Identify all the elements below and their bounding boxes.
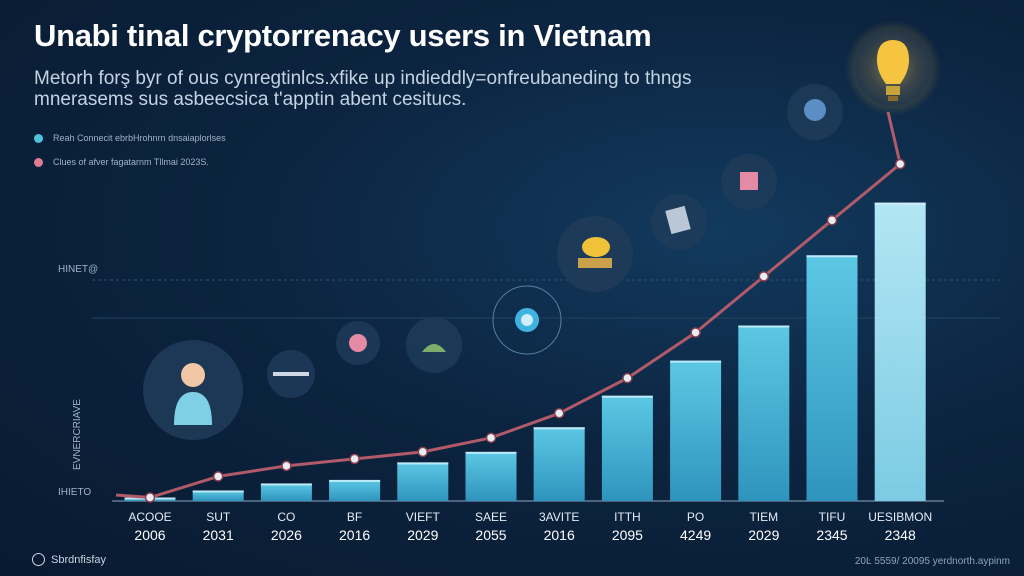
legend-swatch [34, 133, 43, 143]
brand-icon [32, 553, 45, 566]
bar [601, 395, 653, 501]
x-tick-label: PO [687, 510, 704, 524]
bar-cap [260, 483, 312, 486]
x-tick-label: 3AVITE [539, 510, 579, 524]
user-avatar-icon [143, 340, 243, 440]
gold-coins-icon [557, 216, 633, 292]
bar-cap [670, 360, 722, 363]
bar-cap [601, 395, 653, 398]
trend-marker [758, 271, 770, 282]
legend-swatch [34, 157, 43, 167]
bar-cap [397, 462, 449, 465]
chart-title: Unabi tinal cryptorrenacy users in Vietn… [34, 18, 652, 53]
x-tick-year: 2029 [407, 527, 438, 543]
source-note: 20Ŀ 5559/ 20095 yerdnorth.aypinm [854, 556, 1010, 567]
x-tick-label: VIEFT [406, 510, 441, 524]
x-tick-year: 2031 [203, 527, 234, 543]
x-tick-year: 2006 [134, 527, 165, 543]
bar [670, 360, 722, 501]
trend-marker [349, 453, 360, 465]
crowd-icon [267, 350, 315, 398]
bar-cap [329, 479, 381, 482]
legend: Reah Connecit ebrbHrohnrn dnsaiaplorlses… [34, 126, 226, 174]
x-tick-label: UESIBMON [868, 510, 932, 524]
bar [806, 255, 858, 501]
x-tick-year: 2345 [816, 527, 847, 543]
trend-marker [690, 327, 701, 338]
bar-cap [874, 202, 926, 205]
bar-cap [192, 490, 244, 493]
x-tick-label: SUT [206, 510, 231, 524]
y-mark-bottom: IHIETO [58, 487, 91, 498]
island-icon [406, 317, 462, 373]
trend-marker [212, 471, 224, 482]
brand-logo: Sbrdnfisfay [32, 553, 106, 566]
trend-marker [894, 158, 906, 170]
trend-marker [826, 214, 838, 226]
x-tick-label: ACOOE [128, 510, 171, 524]
bar-cap [738, 325, 790, 328]
coin-icon [336, 321, 380, 365]
x-tick-year: 2348 [885, 527, 916, 543]
brand-name: Sbrdnfisfay [51, 553, 107, 566]
trend-marker [553, 408, 565, 419]
bar [738, 325, 790, 501]
trend-marker [485, 432, 497, 444]
trend-marker [144, 492, 156, 503]
trend-marker [281, 460, 292, 472]
bar-cap [465, 451, 517, 454]
x-tick-year: 2026 [271, 527, 302, 543]
x-tick-year: 2095 [612, 527, 643, 543]
bar [465, 451, 517, 501]
bar [874, 202, 926, 501]
x-tick-label: TIFU [819, 510, 846, 524]
documents-icon [651, 194, 707, 250]
trend-line [115, 111, 902, 499]
y-axis-label: EVNERCRIAVE [72, 399, 83, 470]
legend-label: Clues of afver fagatarnm Tllmai 2023S. [53, 157, 209, 167]
x-tick-year: 2029 [748, 527, 779, 543]
x-tick-year: 4249 [680, 527, 711, 543]
grid [92, 279, 1000, 319]
trend-marker [622, 372, 633, 384]
bar [329, 479, 381, 501]
bar [192, 490, 244, 501]
gift-icon [721, 154, 777, 210]
chart-subtitle: Metorh forş byr of ous cynregtinlcs.xfik… [34, 68, 692, 110]
globe-icon [787, 84, 843, 140]
y-mark-top: HINET@ [58, 264, 98, 275]
bar [397, 462, 449, 501]
legend-item: Clues of afver fagatarnm Tllmai 2023S. [34, 150, 226, 174]
trend-marker [417, 446, 429, 458]
x-tick-label: CO [277, 510, 295, 524]
legend-item: Reah Connecit ebrbHrohnrn dnsaiaplorlses [34, 126, 226, 150]
x-tick-label: SAEE [475, 510, 507, 524]
x-tick-year: 2016 [339, 527, 370, 543]
x-tick-year: 2016 [544, 527, 575, 543]
lightbulb-icon [845, 20, 941, 116]
bar-cap [806, 255, 858, 258]
bar-cap [533, 427, 585, 430]
x-tick-label: TIEM [749, 510, 778, 524]
x-tick-label: BF [347, 510, 362, 524]
bar [260, 483, 312, 501]
x-tick-label: ITTH [614, 510, 641, 524]
network-icon [492, 285, 562, 355]
legend-label: Reah Connecit ebrbHrohnrn dnsaiaplorlses [53, 133, 226, 143]
bar [533, 427, 585, 501]
x-tick-year: 2055 [475, 527, 506, 543]
